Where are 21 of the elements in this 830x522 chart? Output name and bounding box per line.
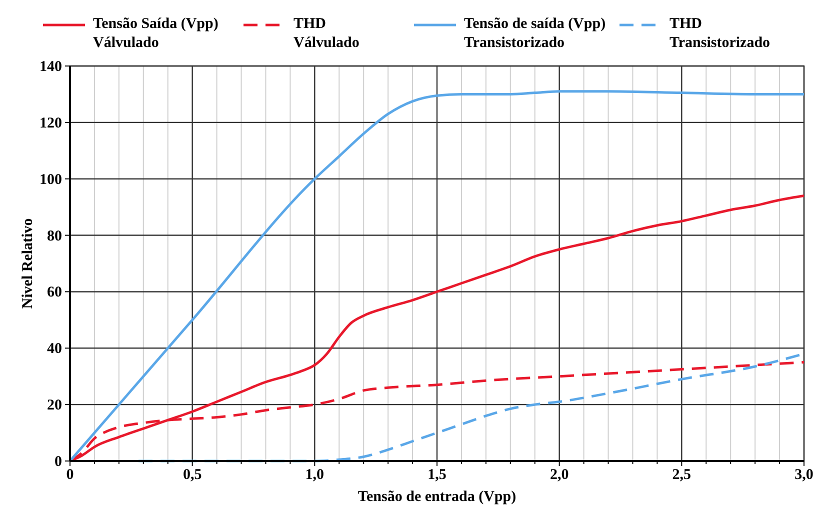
y-tick-label: 20 [47, 398, 62, 414]
y-tick-label: 60 [47, 284, 62, 301]
legend-label: Tensão de saída (Vpp) Transistorizado [464, 16, 606, 51]
x-axis-title: Tensão de entrada (Vpp) [358, 489, 516, 505]
legend-label: THD Transistorizado [670, 16, 770, 51]
y-tick-label: 80 [47, 228, 62, 244]
y-axis-title: Nivel Relativo [20, 218, 36, 309]
x-tick-label: 3,0 [794, 467, 814, 483]
x-tick-label: 0,5 [182, 467, 202, 483]
x-tick-label: 1,5 [428, 467, 446, 483]
y-tick-label: 140 [40, 59, 62, 75]
x-tick-label: 2,0 [550, 467, 569, 483]
y-tick-label: 120 [40, 115, 62, 132]
legend-label: Tensão Saída (Vpp) Válvulado [93, 16, 218, 51]
y-tick-label: 0 [54, 454, 62, 470]
y-tick-label: 100 [40, 172, 62, 188]
x-tick-label: 0 [66, 467, 74, 483]
y-tick-label: 40 [47, 341, 62, 358]
x-tick-label: 1,0 [305, 467, 324, 483]
x-tick-label: 2,5 [672, 467, 692, 483]
legend-label: THD Válvulado [294, 16, 360, 51]
